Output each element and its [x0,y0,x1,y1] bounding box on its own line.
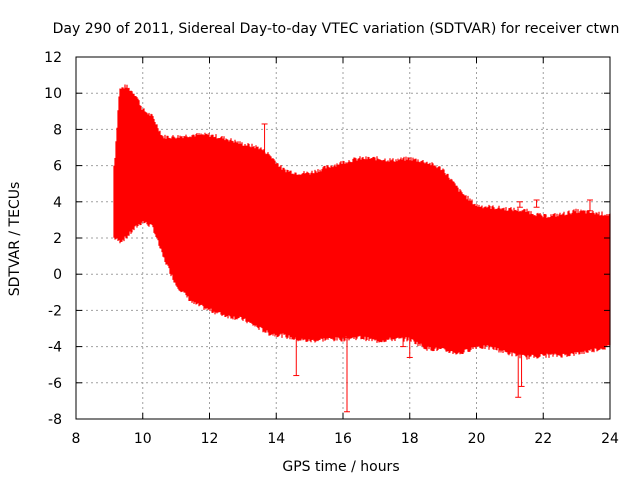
y-tick-label: 6 [53,159,62,175]
x-axis-label: GPS time / hours [282,459,399,475]
y-tick-label: -6 [48,376,62,392]
plot-area [113,84,611,413]
spike [344,337,351,413]
y-tick-label: -4 [48,340,62,356]
x-tick-label: 22 [534,431,552,447]
y-tick-label: 0 [53,267,62,283]
chart-title: Day 290 of 2011, Sidereal Day-to-day VTE… [53,21,620,37]
y-tick-label: 10 [44,86,62,102]
y-tick-label: -2 [48,303,62,319]
y-axis-label: SDTVAR / TECUs [7,182,23,297]
x-tick-label: 20 [468,431,486,447]
y-tick-label: -8 [48,412,62,428]
spike [586,199,593,212]
spike [293,328,300,377]
spike [261,123,268,217]
x-tick-label: 12 [201,431,219,447]
x-tick-label: 14 [267,431,285,447]
spike [400,284,407,348]
spike [406,309,413,358]
y-tick-label: 8 [53,122,62,138]
spike [518,342,525,387]
spike [516,201,523,208]
x-tick-label: 24 [601,431,619,447]
y-tick-label: 12 [44,50,62,66]
x-tick-label: 8 [72,431,81,447]
spike [533,199,540,208]
x-tick-label: 16 [334,431,352,447]
x-tick-label: 10 [134,431,152,447]
y-tick-label: 4 [53,195,62,211]
y-tick-label: 2 [53,231,62,247]
x-tick-label: 18 [401,431,419,447]
